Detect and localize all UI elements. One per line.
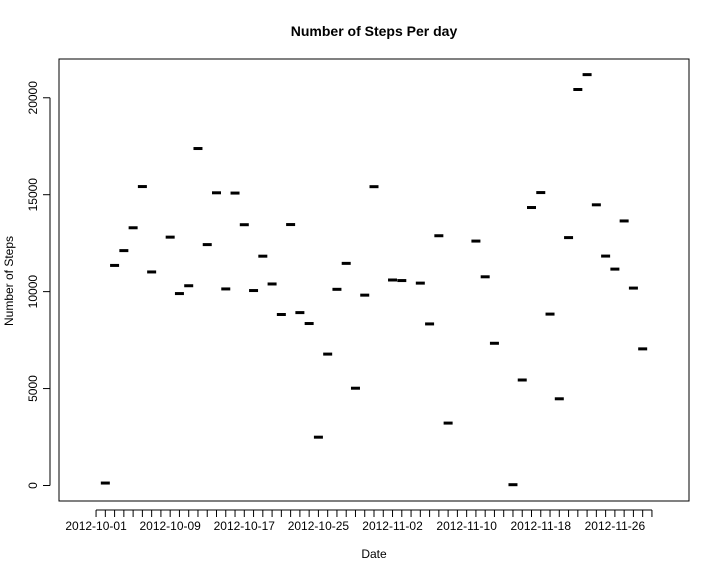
x-tick-label: 2012-11-18 <box>511 519 572 533</box>
y-tick-label: 20000 <box>26 81 40 115</box>
x-tick-label: 2012-11-10 <box>436 519 497 533</box>
x-tick-label: 2012-10-09 <box>139 519 201 533</box>
y-axis-label: Number of Steps <box>2 236 16 326</box>
x-axis: 2012-10-01 2012-10-09 2012-10-17 2012-10-25… <box>65 509 653 533</box>
x-tick-label: 2012-10-17 <box>214 519 276 533</box>
x-axis-label: Date <box>361 547 387 561</box>
y-axis: 0 5000 10000 15000 20000 <box>26 81 51 489</box>
y-tick-label: 0 <box>26 482 40 489</box>
chart-title: Number of Steps Per day <box>291 23 458 39</box>
y-tick-label: 10000 <box>26 275 40 309</box>
x-tick-label: 2012-10-01 <box>65 519 127 533</box>
data-points <box>100 73 648 487</box>
y-tick-label: 5000 <box>26 375 40 402</box>
y-tick-label: 15000 <box>26 178 40 212</box>
plot-frame <box>58 58 690 502</box>
x-tick-label: 2012-10-25 <box>288 519 350 533</box>
x-tick-label: 2012-11-02 <box>362 519 423 533</box>
x-tick-label: 2012-11-26 <box>585 519 646 533</box>
